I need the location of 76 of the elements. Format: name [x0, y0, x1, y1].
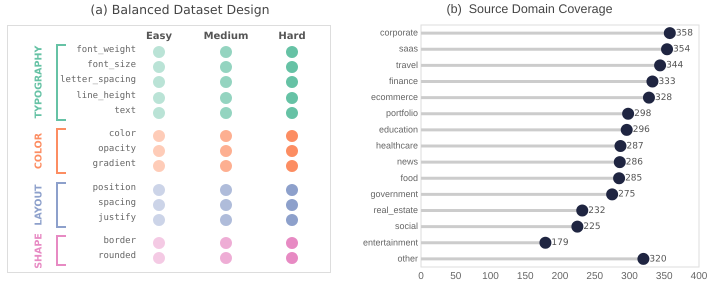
category-label: color: [108, 129, 136, 139]
point: [646, 75, 658, 88]
point: [539, 236, 552, 249]
x-tick-label: 0: [418, 270, 424, 282]
text: LAYOUT: [34, 184, 44, 226]
category-label: position: [92, 182, 136, 193]
category-label: rounded: [98, 251, 136, 262]
point: [606, 188, 618, 200]
point: [654, 59, 666, 72]
y-tick-label: travel: [396, 60, 418, 70]
y-tick-label: food: [400, 172, 418, 183]
data-label: 286: [626, 157, 644, 168]
text: TYPOGRAPHY: [34, 46, 44, 119]
category-label: Medium: [202, 31, 250, 42]
category-label: Hard: [277, 31, 307, 42]
data-label: 232: [588, 206, 606, 216]
point: [661, 43, 674, 56]
point: [613, 172, 626, 184]
category-label: font_size: [87, 60, 136, 70]
data-label: 179: [551, 238, 569, 248]
x-tick-label: 300: [621, 270, 638, 282]
text: (a) Balanced Dataset Design: [89, 2, 271, 17]
category-label: justify: [98, 213, 136, 223]
point: [571, 220, 584, 233]
y-tick-label: saas: [399, 44, 419, 54]
category-label: gradient: [92, 159, 136, 170]
category-label: Easy: [144, 31, 174, 42]
x-tick-label: 200: [552, 270, 569, 282]
y-tick-label: entertainment: [362, 237, 419, 248]
data-label: 358: [676, 28, 694, 38]
point: [664, 27, 676, 40]
y-tick-label: finance: [389, 76, 418, 86]
category-label: font_weight: [76, 45, 136, 55]
text: COLOR: [34, 133, 44, 170]
point: [622, 108, 634, 120]
chart-title: (b) Source Domain Coverage: [446, 2, 613, 16]
category-label: line_height: [76, 90, 136, 101]
y-tick-label: social: [395, 221, 418, 232]
x-tick-label: 350: [656, 270, 674, 282]
category-label: opacity: [98, 144, 136, 154]
data-label: 275: [618, 190, 636, 200]
data-label: 285: [625, 174, 642, 184]
x-tick-label: 250: [586, 270, 604, 282]
y-tick-label: healthcare: [376, 140, 418, 150]
data-label: 296: [632, 125, 650, 136]
data-label: 328: [654, 92, 672, 103]
data-label: 354: [673, 44, 690, 55]
data-label: 225: [583, 222, 601, 232]
y-tick-label: education: [378, 124, 418, 134]
y-tick-label: portfolio: [386, 108, 418, 118]
x-tick-label: 400: [690, 270, 708, 282]
x-tick-label: 100: [482, 270, 500, 282]
category-label: border: [103, 236, 136, 246]
text: SHAPE: [34, 232, 44, 269]
point: [614, 156, 626, 168]
data-label: 320: [649, 254, 667, 264]
data-label: 344: [666, 60, 684, 71]
data-label: 298: [634, 109, 652, 120]
point: [642, 92, 655, 104]
y-tick-label: real_estate: [374, 205, 418, 216]
category-label: text: [114, 106, 136, 116]
y-tick-label: news: [397, 156, 419, 167]
category-label: letter_spacing: [60, 75, 136, 86]
point: [614, 140, 626, 152]
y-tick-label: other: [398, 253, 418, 264]
x-tick-label: 50: [450, 270, 462, 282]
data-label: 287: [626, 141, 644, 152]
y-tick-label: government: [370, 188, 419, 199]
point: [637, 252, 650, 265]
category-label: spacing: [98, 198, 136, 208]
y-tick-label: corporate: [380, 28, 418, 38]
point: [576, 204, 588, 217]
data-label: 333: [658, 76, 676, 87]
point: [620, 124, 633, 136]
y-tick-label: ecommerce: [371, 92, 418, 102]
x-tick-label: 150: [516, 270, 534, 282]
